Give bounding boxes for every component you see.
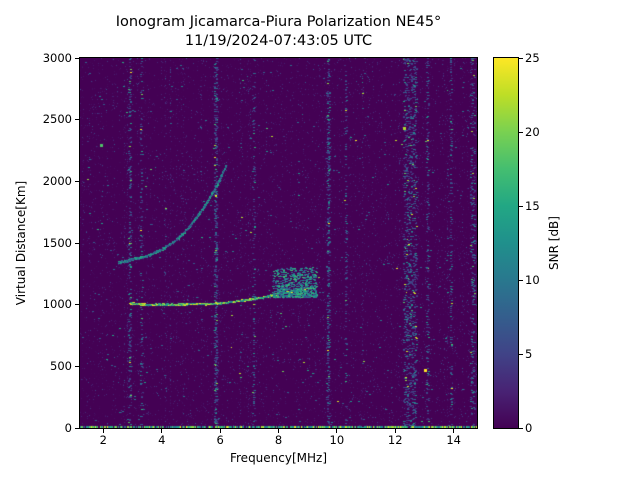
chart-subtitle: 11/19/2024-07:43:05 UTC: [184, 33, 373, 49]
y-tick-mark: [75, 57, 79, 59]
colorbar-gradient: [494, 58, 518, 428]
colorbar-frame: [493, 57, 519, 429]
x-tick-mark: [161, 429, 163, 433]
colorbar-tick-mark: [519, 279, 523, 281]
y-tick-mark: [75, 427, 79, 429]
y-tick-mark: [75, 365, 79, 367]
x-tick-mark: [453, 429, 455, 433]
chart-title: Ionogram Jicamarca-Piura Polarization NE…: [115, 14, 442, 30]
y-tick-mark: [75, 180, 79, 182]
y-tick-label: 3000: [42, 50, 72, 65]
x-tick-mark: [336, 429, 338, 433]
x-tick-mark: [102, 429, 104, 433]
x-tick-label: 14: [446, 433, 461, 447]
x-tick-label: 2: [99, 433, 107, 447]
x-tick-mark: [278, 429, 279, 433]
colorbar-tick-mark: [519, 131, 523, 133]
colorbar-tick-mark: [519, 353, 523, 355]
x-tick-mark: [219, 429, 221, 433]
colorbar-tick-mark: [519, 427, 523, 429]
x-tick-label: 12: [387, 433, 403, 447]
colorbar-tick-mark: [519, 205, 523, 207]
x-tick-label: 8: [274, 433, 283, 447]
x-tick-mark: [394, 429, 396, 433]
y-tick-label: 500: [50, 358, 72, 373]
y-tick-label: 2500: [42, 112, 72, 127]
colorbar-tick-label: 15: [525, 198, 540, 213]
y-axis-label: Virtual Distance[Km]: [14, 180, 28, 306]
colorbar-tick-label: 5: [525, 346, 533, 361]
colorbar-tick-mark: [519, 57, 523, 59]
colorbar-tick-label: 0: [525, 420, 533, 435]
colorbar-tick-label: 20: [525, 124, 540, 139]
y-tick-label: 2000: [42, 173, 72, 188]
x-tick-label: 10: [329, 433, 345, 447]
y-tick-label: 1500: [42, 235, 72, 250]
y-tick-label: 1000: [42, 297, 72, 312]
y-tick-label: 0: [64, 420, 72, 435]
x-axis-label: Frequency[MHz]: [229, 451, 328, 465]
colorbar-label: SNR [dB]: [547, 216, 561, 270]
ionogram-heatmap-canvas: [80, 58, 477, 428]
x-tick-label: 4: [158, 433, 166, 447]
y-tick-mark: [75, 242, 79, 244]
chart-title-block: Ionogram Jicamarca-Piura Polarization NE…: [80, 13, 477, 51]
y-tick-mark: [75, 119, 79, 121]
plot-frame: [79, 57, 478, 429]
colorbar-tick-label: 25: [525, 50, 540, 65]
x-tick-label: 6: [216, 433, 224, 447]
y-tick-mark: [75, 304, 79, 306]
colorbar-tick-label: 10: [525, 272, 540, 287]
